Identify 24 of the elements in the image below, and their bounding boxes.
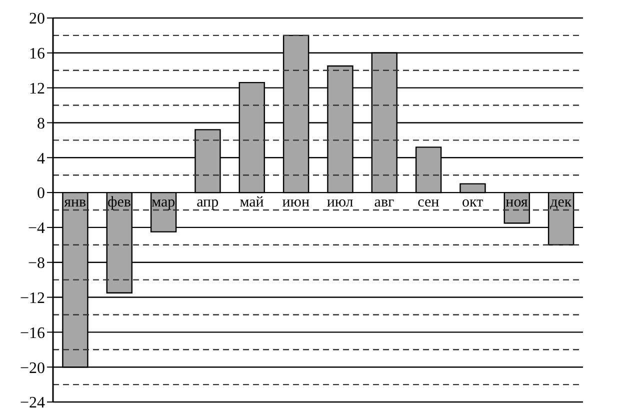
y-tick-label: −8 bbox=[28, 255, 45, 272]
y-tick-label: 12 bbox=[29, 80, 45, 98]
x-tick-label: янв bbox=[64, 194, 86, 211]
x-tick-label: дек bbox=[550, 194, 572, 211]
x-tick-label: окт bbox=[462, 194, 484, 211]
x-tick-label: июн bbox=[282, 194, 310, 211]
x-tick-label: мар bbox=[152, 194, 176, 211]
y-tick-label: −12 bbox=[20, 290, 45, 307]
y-tick-label: −20 bbox=[20, 360, 45, 377]
x-tick-label: май bbox=[240, 194, 264, 211]
x-tick-label: ноя bbox=[506, 194, 528, 211]
y-tick-label: 20 bbox=[29, 10, 45, 28]
y-tick-label: −24 bbox=[20, 394, 45, 412]
x-tick-label: апр bbox=[196, 194, 219, 211]
y-tick-label: 8 bbox=[37, 115, 45, 132]
y-tick-label: 0 bbox=[37, 185, 45, 202]
y-tick-label: −16 bbox=[20, 324, 45, 342]
x-tick-label: авг bbox=[374, 194, 394, 211]
y-tick-label: −4 bbox=[28, 220, 45, 238]
y-tick-label: 16 bbox=[29, 46, 45, 63]
x-tick-label: фев bbox=[108, 194, 131, 211]
x-tick-label: сен bbox=[418, 194, 440, 211]
y-tick-label: 4 bbox=[37, 150, 45, 168]
x-tick-label: июл bbox=[326, 194, 354, 211]
